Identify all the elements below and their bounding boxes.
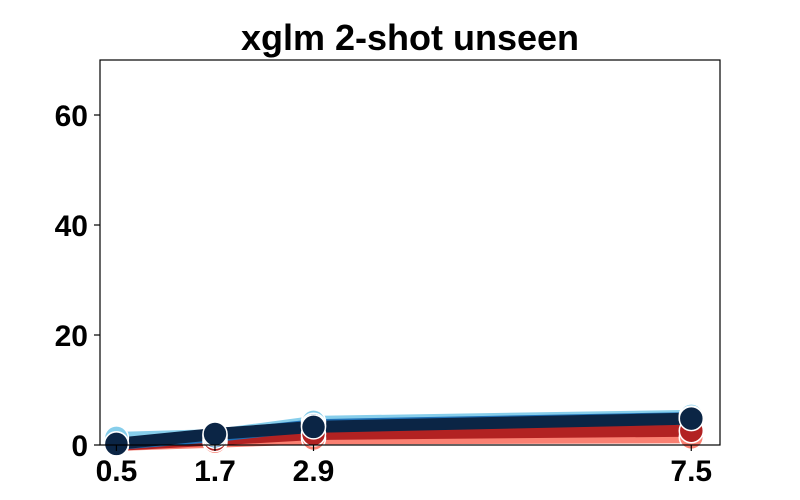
axis-layer: 0 20 40 60 0.5 1.7 2.9 7.5	[55, 100, 712, 488]
series-5-point-1	[103, 431, 130, 457]
x-tick-label: 1.7	[194, 455, 236, 488]
plot-frame	[99, 59, 721, 446]
series-5-point-2	[202, 421, 228, 447]
y-tick-label: 40	[55, 210, 88, 243]
x-tick-label: 0.5	[96, 455, 138, 488]
y-tick-label: 60	[55, 100, 88, 133]
y-tick-label: 0	[71, 430, 88, 463]
y-tick-label: 20	[55, 320, 88, 353]
series-5-point-4	[678, 405, 705, 432]
x-tick-label: 2.9	[293, 455, 335, 488]
series-5-point-3	[300, 414, 327, 440]
x-tick-label: 7.5	[670, 455, 712, 488]
series-layer	[103, 403, 705, 458]
series-line-5	[110, 412, 698, 450]
chart-title: xglm 2-shot unseen	[241, 17, 579, 58]
